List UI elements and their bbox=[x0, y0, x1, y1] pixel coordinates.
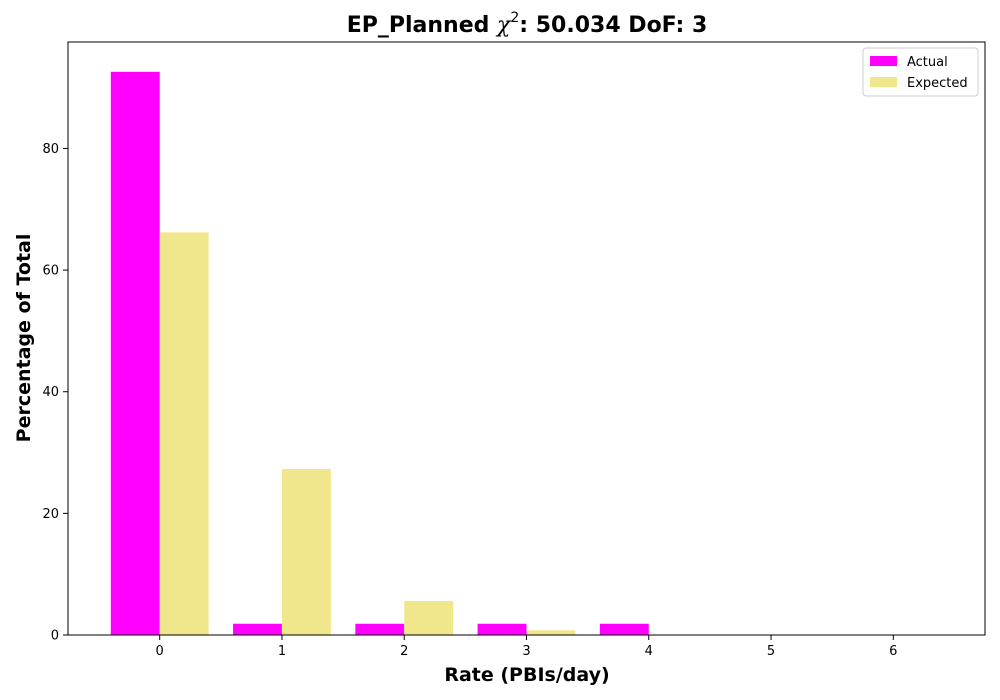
x-tick-label-0: 0 bbox=[156, 644, 164, 659]
bar-expected-0 bbox=[159, 232, 209, 635]
x-tick-label-5: 5 bbox=[767, 644, 775, 659]
y-tick-label-60: 60 bbox=[42, 264, 59, 279]
bar-actual-3 bbox=[477, 623, 527, 635]
x-axis-label: Rate (PBIs/day) bbox=[444, 664, 609, 686]
legend-label-actual: Actual bbox=[907, 55, 948, 70]
chart-title-symbol: χ bbox=[495, 13, 512, 38]
bar-actual-0 bbox=[110, 71, 160, 636]
y-tick-label-20: 20 bbox=[42, 507, 59, 522]
chart-title-superscript: 2 bbox=[510, 10, 519, 26]
y-axis-label: Percentage of Total bbox=[13, 234, 35, 443]
bar-expected-1 bbox=[281, 468, 331, 635]
plot-frame bbox=[67, 41, 986, 636]
bar-actual-2 bbox=[355, 623, 405, 635]
y-tick-label-0: 0 bbox=[51, 629, 59, 644]
legend-swatch-expected bbox=[870, 77, 897, 87]
legend-label-expected: Expected bbox=[907, 76, 968, 91]
legend-swatch-actual bbox=[870, 56, 897, 66]
chart-title-suffix: : 50.034 DoF: 3 bbox=[519, 13, 707, 38]
legend: Actual Expected bbox=[862, 47, 979, 97]
bar-expected-2 bbox=[404, 600, 454, 635]
bar-expected-3 bbox=[526, 630, 576, 635]
y-tick-label-40: 40 bbox=[42, 385, 59, 400]
y-tick-label-80: 80 bbox=[42, 142, 59, 157]
bar-actual-1 bbox=[233, 623, 282, 635]
bars-layer bbox=[110, 71, 820, 636]
x-tick-label-2: 2 bbox=[400, 644, 408, 659]
x-tick-label-3: 3 bbox=[522, 644, 530, 659]
bar-actual-4 bbox=[599, 623, 649, 635]
x-tick-label-4: 4 bbox=[645, 644, 653, 659]
x-tick-label-1: 1 bbox=[278, 644, 286, 659]
chart-title: EP_Planned χ2: 50.034 DoF: 3 bbox=[347, 10, 708, 38]
chart-title-prefix: EP_Planned bbox=[347, 13, 497, 38]
x-tick-label-6: 6 bbox=[889, 644, 897, 659]
